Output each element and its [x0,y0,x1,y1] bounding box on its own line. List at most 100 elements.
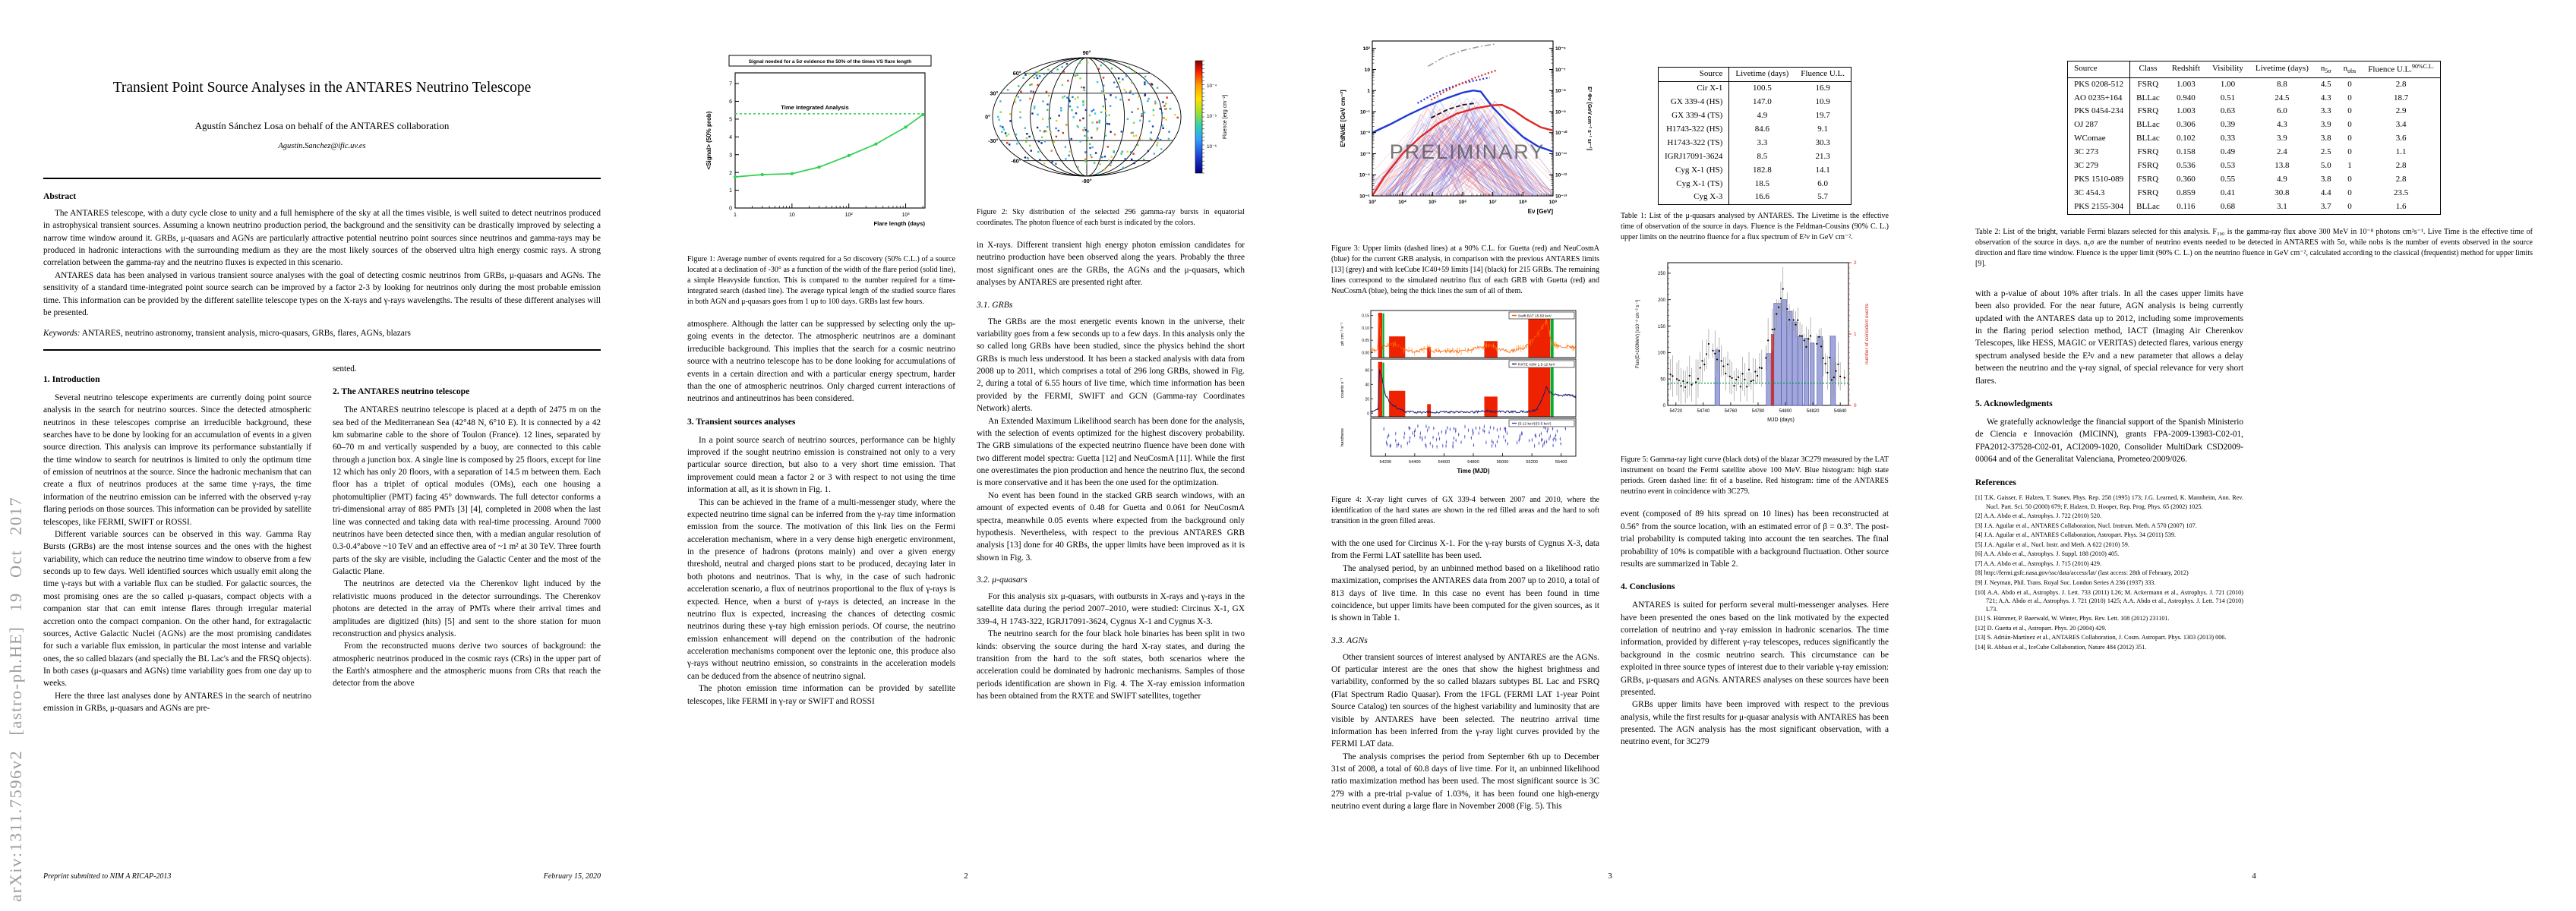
table-cell: 1.00 [2220,79,2236,89]
page-number: 4 [2252,872,2256,881]
table-cell: 2.5 [2320,147,2331,157]
table-cell: 0.102 [2176,134,2196,143]
fig-label: 1 [729,188,732,194]
body-paragraph: From the reconstructed muons derive two … [333,641,601,689]
fig-label: 10⁻¹¹ [1555,152,1567,157]
table-cell: 13.8 [2275,161,2290,171]
table-header-cell: Class [2129,61,2166,78]
table-row: OJ 287 BLLac 0.306 0.39 4.3 3.9 0 3.4 [2067,118,2441,133]
table-cell: 1.003 [2176,79,2196,89]
subsection-heading-grbs: 3.1. GRBs [977,299,1013,310]
table-cell: 0.41 [2220,188,2236,198]
table-cell: 6.0 [1817,178,1829,188]
table-row: Cyg X-1 (TS) 18.5 6.0 [1658,177,1851,191]
table-row: Cyg X-3 16.6 5.7 [1658,191,1851,205]
page-number: 2 [964,872,968,881]
table-cell: 1.6 [2395,202,2407,212]
fig-label: 100 [1657,351,1665,356]
fig-label: 10⁻⁶ [1555,46,1566,52]
page3-right-column: Source Livetime (days) Fluence U.L. Cir X-1… [1621,0,1889,749]
fig-label: 0 [1367,411,1369,416]
fig-label: -90° [1081,178,1091,184]
fig-label: -60° [1011,157,1021,164]
table-cell: BLLac [2136,93,2160,102]
body-paragraph: The ANTARES neutrino telescope is placed… [333,405,601,576]
body-paragraph: The photon emission time information can… [687,684,955,706]
date-note: February 15, 2020 [543,872,601,881]
page2-left-column: Signal needed for a 5σ evidence the 50% … [687,0,955,708]
author-line: Agustín Sánchez Losa on behalf of the AN… [194,120,450,132]
table-cell: 147.0 [1752,96,1772,106]
fig-label: 60 [1365,368,1369,373]
reference-item: [8] http://fermi.gsfc.nasa.gov/ssc/data/… [1975,569,2189,577]
page1-left-column: 1. Introduction Several neutrino telesco… [43,363,311,715]
reference-item: [1] T.K. Gaisser, F. Halzen, T. Stanev, … [1975,494,2243,510]
reference-item: [11] S. Hümmer, P. Baerwald, W. Winter, … [1975,615,2170,623]
fig-label: 54780 [1751,409,1764,414]
body-paragraph: We gratefully acknowledge the financial … [1975,417,2243,465]
abstract-paragraph: ANTARES data has been analysed in variou… [43,270,601,317]
table-header-cell: Fluence U.L. [1795,67,1852,82]
fig-label: 54800 [1467,460,1479,465]
fig-label: 250 [1657,273,1665,277]
table-cell: GX 339-4 (TS) [1658,109,1730,123]
fig-label: 1 [734,213,737,218]
fig-label: 0.15 [1362,314,1369,319]
table-cell: 4.3 [2320,93,2331,102]
table-header-cell: Livetime (days) [2249,61,2315,78]
reference-item: [3] J.A. Aguilar et al., ANTARES Collabo… [1975,522,2197,529]
reference-item: [12] D. Guetta et al., Astropart. Phys. … [1975,624,2107,632]
fig-label: 10⁻⁵ [1359,194,1370,199]
fig-label: 0 [1854,404,1857,409]
table-cell: FSRQ [2137,175,2159,184]
table-cell: 3.3 [1757,137,1768,147]
fig-label: 10⁻³ [1360,152,1371,157]
figure-5: 0 50 100 150 200 250 54720 54740 54760 54780 54800… [1621,254,1889,449]
table-cell: 3.6 [2395,134,2407,143]
reference-item: [5] J.A. Aguilar et al., Nucl. Instr. an… [1975,541,2129,548]
keywords-label: Keywords: [43,329,80,339]
fig-label: Time Integrated Analysis [781,104,848,111]
section-heading-introduction: 1. Introduction [43,374,100,384]
fig-label: 0 [729,206,732,212]
abstract-paragraph: The ANTARES telescope, with a duty cycle… [43,208,601,268]
figure2-caption: Figure 2: Sky distribution of the select… [977,208,1245,227]
table-cell: 0 [2347,175,2352,184]
figure4-gx339-xray-lightcurves: 0.00 0.05 0.10 0.15 0 20 40 60 Swift BAT 15-50 k… [1340,310,1577,474]
table-row: Cir X-1 100.5 16.9 [1658,81,1851,96]
body-paragraph: The GRBs are the most energetic events k… [977,317,1245,414]
table-cell: 100.5 [1752,83,1772,93]
body-paragraph: For this analysis six μ-quasars, with ou… [977,592,1245,626]
table-cell: PKS 0454-234 [2067,105,2131,119]
table-cell: 1.1 [2395,147,2407,157]
fig-label: 1 [1367,89,1370,94]
references-heading: References [1975,478,2016,488]
fig-label: (5-12 keV)/(3-5 keV) [1518,422,1552,427]
table-cell: 2.8 [2395,175,2407,184]
fig-label: RXTE ASM 1.5-12 keV [1518,363,1556,367]
table-cell: FSRQ [2137,188,2159,198]
keywords-line: Keywords: ANTARES, neutrino astronomy, t… [43,329,601,338]
body-paragraph: Several neutrino telescope experiments a… [43,392,311,527]
table-cell: 0.55 [2220,175,2236,184]
fig-label: 10⁻⁴ [1359,173,1370,178]
table-cell: 0 [2347,106,2352,116]
table-row: Cyg X-1 (HS) 182.8 14.1 [1658,163,1851,178]
fig-label: 150 [1657,325,1665,329]
fig-label: 54720 [1669,409,1682,414]
page-2: Signal needed for a 5σ evidence the 50% … [644,0,1288,911]
figure-1: Signal needed for a 5σ evidence the 50% … [687,53,955,248]
reference-item: [10] A.A. Abdo et al., Astrophys. J. Let… [1975,588,2243,613]
fig-label: counts s⁻¹ [1340,378,1345,399]
table-cell: BLLac [2136,202,2160,212]
table-cell: 0.158 [2176,147,2196,157]
fig-label: 7 [729,82,732,87]
keywords-text: ANTARES, neutrino astronomy, transient a… [81,329,411,339]
section-heading-acknowledgments: 5. Acknowledgments [1975,398,2053,408]
fig-label: Eν [GeV] [1528,208,1554,215]
reference-item: [9] J. Neyman, Phil. Trans. Royal Soc. L… [1975,579,2156,587]
figure1-caption: Figure 1: Average number of events requi… [687,255,955,306]
table1-caption: Table 1: List of the μ-quasars analysed … [1621,212,1889,242]
table-cell: 4.9 [2277,175,2287,184]
table-cell: 19.7 [1815,110,1830,120]
